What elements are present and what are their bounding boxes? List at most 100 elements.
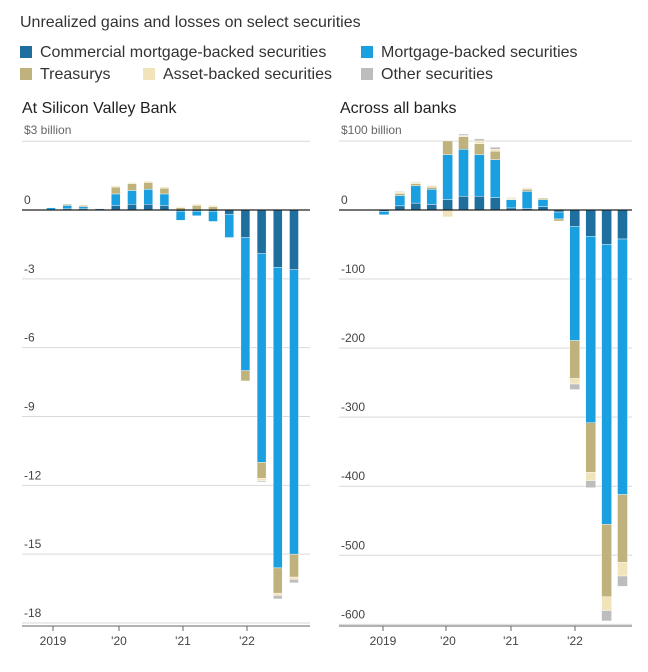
bar-segment-cmbs <box>240 209 251 238</box>
panel-title-svb: At Silicon Valley Bank <box>22 100 177 117</box>
bar-segment-mbs <box>617 238 628 495</box>
bar-segment-cmbs <box>410 202 421 211</box>
bar-segment-treas <box>521 189 533 192</box>
y-tick-label: -100 <box>341 262 365 276</box>
bar-segment-mbs <box>474 154 485 197</box>
bar-segment-mbs <box>490 159 501 198</box>
y-tick-label: -9 <box>24 399 35 413</box>
bar-segment-mbs <box>553 211 565 220</box>
bar-segment-cmbs <box>426 204 437 211</box>
bar-segment-abs <box>175 206 186 208</box>
bar-segment-treas <box>490 151 501 160</box>
chart-panel-all: 0 -100 -200 -300 -400 -500 -600 2019 '20 '21 '22 <box>339 133 632 648</box>
bar-segment-mbs <box>256 253 267 463</box>
legend-swatch-other <box>361 68 373 80</box>
bar-segment-treas <box>617 494 628 563</box>
bar-segment-other <box>490 146 501 150</box>
bar-segment-cmbs <box>111 205 121 211</box>
unit-label-all-banks: $100 billion <box>341 123 402 137</box>
y-tick-label: -400 <box>341 469 365 483</box>
bar-segment-treas <box>458 136 469 150</box>
legend-label-treasurys: Treasurys <box>40 66 111 83</box>
bar-segment-cmbs <box>569 209 580 227</box>
bar-segment-cmbs <box>143 204 153 211</box>
legend-swatch-cmbs <box>20 46 32 58</box>
bar-segment-abs <box>256 478 267 481</box>
bar-segment-mbs <box>143 189 153 205</box>
bar-segment-other <box>410 181 421 183</box>
bar-segment-mbs <box>224 214 234 238</box>
y-tick-label: -300 <box>341 400 365 414</box>
bar-segment-treas <box>273 567 283 594</box>
y-tick-label: -3 <box>24 262 35 276</box>
bar-segment-cmbs <box>289 209 299 270</box>
bar-segment-other <box>617 575 628 587</box>
bar-segment-mbs <box>601 244 612 525</box>
bar-segment-abs <box>208 205 218 207</box>
y-tick-label: -12 <box>24 468 42 482</box>
bar-segment-mbs <box>111 193 121 206</box>
bar-segment-mbs <box>569 226 580 341</box>
bar-segment-other <box>506 197 517 199</box>
bar-segment-treas <box>159 187 170 195</box>
bar-segment-other <box>256 480 267 483</box>
y-tick-label: -600 <box>341 607 365 621</box>
legend-item-other: Other securities <box>361 66 493 84</box>
x-tick-label: '22 <box>239 634 255 648</box>
bar-segment-mbs <box>458 149 469 197</box>
bar-segment-abs <box>273 592 283 596</box>
legend-label-other: Other securities <box>381 66 494 83</box>
x-tick-label: '21 <box>175 634 191 648</box>
bar-segment-mbs <box>537 199 549 207</box>
bar-segment-other <box>289 579 299 584</box>
bar-segment-cmbs <box>601 209 612 245</box>
bar-segment-abs <box>111 185 121 188</box>
legend-swatch-abs <box>143 68 155 80</box>
bar-segment-mbs <box>394 195 406 207</box>
y-tick-label: 0 <box>24 193 31 207</box>
bar-segment-treas <box>410 183 421 187</box>
bar-segment-abs <box>601 596 612 611</box>
bar-segment-treas <box>192 205 202 211</box>
legend-swatch-treasurys <box>20 68 32 80</box>
bar-segment-mbs <box>192 210 202 216</box>
bar-segment-abs <box>442 209 453 218</box>
bar-segment-mbs <box>426 189 437 205</box>
bar-segment-abs <box>426 185 437 188</box>
bar-segment-treas <box>394 193 406 196</box>
bar-segment-other <box>601 610 612 622</box>
bar-segment-mbs <box>175 210 186 221</box>
bar-segment-cmbs <box>585 209 596 237</box>
bar-segment-mbs <box>62 205 72 210</box>
legend-label-cmbs: Commercial mortgage-backed securities <box>40 44 327 61</box>
bar-segment-abs <box>192 204 202 206</box>
bar-segment-abs <box>410 182 421 184</box>
bar-segment-other <box>426 184 437 187</box>
bar-segment-mbs <box>289 269 299 555</box>
bar-segment-cmbs <box>474 195 485 211</box>
bar-segment-treas <box>474 143 485 155</box>
bar-segment-treas <box>537 198 549 200</box>
bar-segment-other <box>394 191 406 193</box>
bar-segment-treas <box>62 204 72 206</box>
bar-segment-cmbs <box>273 209 283 268</box>
y-tick-label: -200 <box>341 331 365 345</box>
bar-segment-treas <box>143 182 153 190</box>
bar-segment-treas <box>569 340 580 379</box>
bar-segment-treas <box>553 218 565 222</box>
bar-segment-other <box>458 133 469 136</box>
x-tick-label: '20 <box>111 634 127 648</box>
bar-segment-treas <box>585 422 596 473</box>
bar-segment-mbs <box>159 193 170 206</box>
bar-segment-abs <box>617 562 628 577</box>
bar-segment-treas <box>78 205 89 207</box>
bar-segment-abs <box>394 191 406 194</box>
bar-segment-treas <box>289 553 299 578</box>
bar-segment-treas <box>111 186 121 195</box>
bar-segment-abs <box>490 149 501 152</box>
bar-segment-other <box>585 480 596 488</box>
unit-label-svb: $3 billion <box>24 123 72 137</box>
bar-segment-mbs <box>442 154 453 200</box>
bar-segment-abs <box>289 576 299 580</box>
